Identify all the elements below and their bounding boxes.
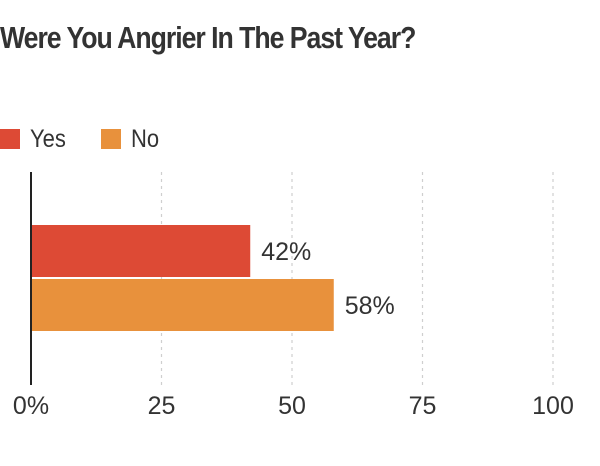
x-tick-label-50: 50: [278, 392, 306, 420]
bar-yes: [31, 225, 251, 277]
x-tick-label-0: 0%: [13, 392, 49, 420]
x-tick-label-25: 25: [148, 392, 176, 420]
data-label-yes: 42%: [261, 238, 311, 266]
chart-title: Were You Angrier In The Past Year?: [0, 20, 416, 55]
legend-label-yes: Yes: [30, 124, 66, 153]
legend-item-yes: Yes: [0, 125, 71, 154]
x-tick-label-75: 75: [409, 392, 437, 420]
legend-swatch-yes: [0, 129, 20, 149]
legend: Yes No: [0, 124, 193, 154]
legend-label-no: No: [130, 124, 159, 153]
legend-swatch-no: [100, 129, 121, 149]
data-label-no: 58%: [345, 292, 395, 320]
legend-item-no: No: [100, 124, 163, 154]
bar-no: [31, 279, 334, 331]
x-tick-label-100: 100: [532, 392, 574, 420]
